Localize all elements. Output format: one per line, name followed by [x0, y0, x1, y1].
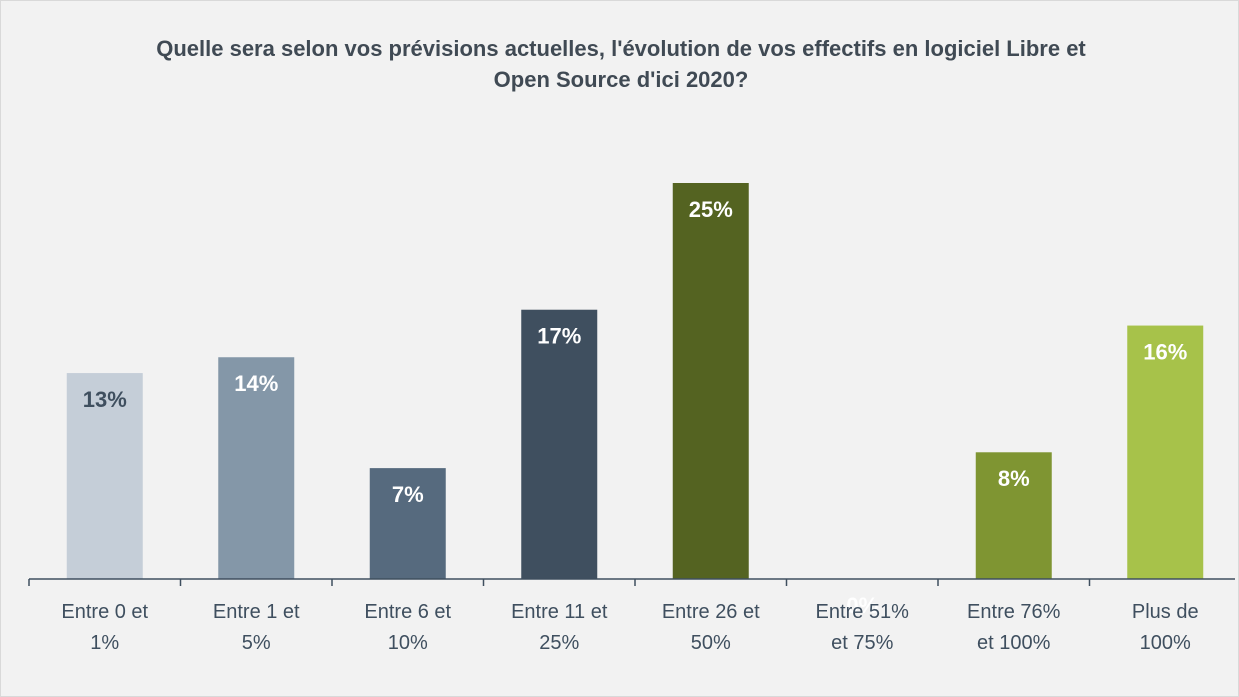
x-tick-label: Entre 11 et 25% [511, 601, 608, 654]
bar [672, 183, 749, 579]
x-tick-label: Entre 51% et 75% [815, 601, 909, 654]
x-tick-label: Entre 76% et 100% [967, 601, 1061, 654]
bar [369, 468, 446, 579]
data-label: 25% [689, 197, 733, 222]
bar [975, 452, 1052, 579]
bar [521, 309, 598, 579]
chart-title: Quelle sera selon vos prévisions actuell… [156, 36, 1086, 92]
x-tick-label: Plus de 100% [1131, 601, 1199, 654]
data-label: 14% [234, 371, 278, 396]
x-tick-label: Entre 0 et 1% [61, 601, 149, 654]
data-label: 13% [83, 387, 127, 412]
data-label: 8% [998, 466, 1030, 491]
bar [66, 373, 143, 579]
data-label: 17% [537, 324, 581, 349]
data-label: 7% [392, 482, 424, 507]
data-label: 16% [1143, 339, 1187, 364]
x-tick-label: Entre 26 et 50% [661, 601, 760, 654]
bar [1127, 325, 1204, 579]
data-label: 0% [846, 593, 878, 618]
x-tick-label: Entre 6 et 10% [364, 601, 452, 654]
bar [218, 357, 295, 579]
x-tick-label: Entre 1 et 5% [212, 601, 300, 654]
